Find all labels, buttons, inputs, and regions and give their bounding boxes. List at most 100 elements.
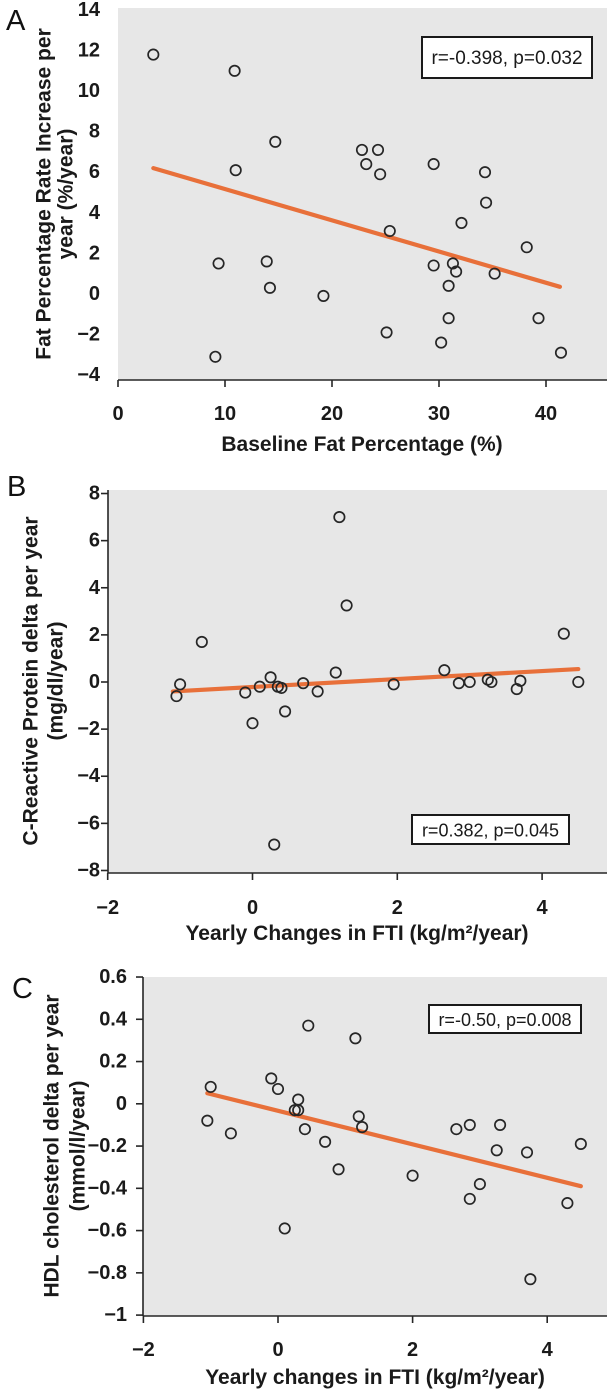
scatter-point	[224, 1127, 237, 1140]
y-tick-label: 2	[89, 624, 100, 646]
scatter-point	[311, 685, 324, 698]
scatter-point	[317, 289, 330, 302]
scatter-point	[463, 1118, 476, 1131]
scatter-point	[246, 717, 259, 730]
y-axis-title-c-line1: HDL cholesterol delta per year	[41, 994, 64, 1297]
y-tick-label: −4	[77, 765, 101, 787]
y-tick-label: −4	[77, 364, 101, 386]
panel-letter-a: A	[6, 5, 26, 37]
scatter-point	[380, 326, 393, 339]
scatter-point	[438, 664, 451, 677]
y-tick-label: 12	[78, 40, 100, 62]
scatter-point	[263, 281, 276, 294]
x-axis-title-c: Yearly changes in FTI (kg/m²/year)	[205, 1366, 545, 1389]
y-tick-label: 8	[89, 483, 100, 505]
annotation-text-b: r=0.382, p=0.045	[422, 821, 559, 841]
scatter-point	[229, 164, 242, 177]
scatter-point	[435, 336, 448, 349]
scatter-point	[332, 1163, 345, 1176]
y-tick-label: 6	[89, 530, 100, 552]
scatter-point	[333, 511, 346, 524]
y-tick-label: 0	[89, 671, 100, 693]
scatter-point	[349, 1032, 362, 1045]
y-tick-label: 4	[89, 202, 101, 224]
scatter-point	[204, 1080, 217, 1093]
y-axis-title-b-line1: C-Reactive Protein delta per year	[20, 516, 43, 845]
scatter-point	[442, 312, 455, 325]
x-tick-label: 4	[542, 1339, 554, 1361]
annotation-box-b	[411, 814, 570, 845]
y-tick-label: 0	[116, 1093, 127, 1115]
y-tick-label: 0.4	[99, 1008, 128, 1030]
y-tick-label: 8	[89, 121, 100, 143]
scatter-point	[561, 1197, 574, 1210]
annotation-box-a	[421, 36, 593, 79]
scatter-point	[265, 1072, 278, 1085]
y-tick-label: 10	[78, 80, 100, 102]
scatter-point	[427, 158, 440, 171]
scatter-point	[360, 158, 373, 171]
scatter-point	[268, 838, 281, 851]
scatter-point	[297, 677, 310, 690]
x-axis-title-b: Yearly Changes in FTI (kg/m²/year)	[185, 922, 528, 945]
x-tick-label: 4	[537, 897, 549, 919]
scatter-point	[147, 48, 160, 61]
x-tick-label: 2	[392, 897, 403, 919]
scatter-point	[288, 1104, 301, 1117]
scatter-point	[427, 259, 440, 272]
scatter-point	[275, 681, 288, 694]
scatter-point	[574, 1137, 587, 1150]
scatter-point	[292, 1104, 305, 1117]
scatter-point	[520, 1146, 534, 1159]
x-tick-label: 0	[112, 403, 123, 425]
scatter-point	[463, 1192, 476, 1205]
scatter-point	[406, 1169, 419, 1182]
trend-line-b	[170, 666, 581, 694]
y-tick-label: 0.6	[99, 966, 127, 988]
x-tick-label: 20	[321, 403, 343, 425]
scatter-point	[352, 1110, 365, 1123]
x-tick-label: 2	[407, 1339, 418, 1361]
scatter-point	[319, 1135, 332, 1148]
scatter-point	[264, 671, 277, 684]
annotation-text-a: r=-0.398, p=0.032	[431, 48, 582, 69]
scatter-point	[195, 635, 208, 648]
y-tick-label: −0.6	[88, 1220, 127, 1242]
scatter-point	[557, 627, 570, 640]
scatter-point	[260, 255, 273, 268]
y-axis-title-a-line1: Fat Percentage Rate Increase per	[33, 28, 56, 360]
y-tick-label: −0.2	[88, 1135, 127, 1157]
trend-line-a	[151, 166, 563, 289]
y-axis-title-c-line2: (mmol/l/year)	[67, 1081, 90, 1212]
scatter-point	[480, 196, 493, 209]
x-tick-label: 30	[428, 403, 450, 425]
panel-letter-b: B	[7, 471, 26, 503]
scatter-point	[298, 1123, 311, 1136]
y-axis-title-b-line2: (mg/dl/year)	[45, 621, 68, 740]
scatter-point	[269, 135, 282, 148]
scatter-point	[520, 241, 533, 254]
scatter-point	[450, 265, 463, 278]
y-tick-label: −0.4	[88, 1177, 128, 1199]
scatter-point	[228, 64, 241, 77]
y-axis-title-a-line2: year (%/year)	[55, 129, 78, 260]
scatter-point	[355, 143, 369, 156]
scatter-point	[490, 1144, 503, 1157]
scatter-point	[554, 346, 568, 359]
scatter-point	[383, 224, 396, 238]
panel-letter-c: C	[12, 973, 33, 1005]
y-tick-label: −2	[77, 718, 100, 740]
scatter-point	[209, 350, 222, 363]
x-tick-label: 40	[535, 403, 557, 425]
scatter-point	[212, 257, 225, 270]
scatter-point	[329, 666, 342, 679]
y-tick-label: −0.8	[88, 1262, 127, 1284]
scatter-point	[279, 705, 292, 718]
y-tick-label: 2	[89, 242, 100, 264]
scatter-point	[239, 686, 252, 699]
x-tick-label: 0	[247, 897, 258, 919]
scatter-point	[478, 166, 492, 179]
